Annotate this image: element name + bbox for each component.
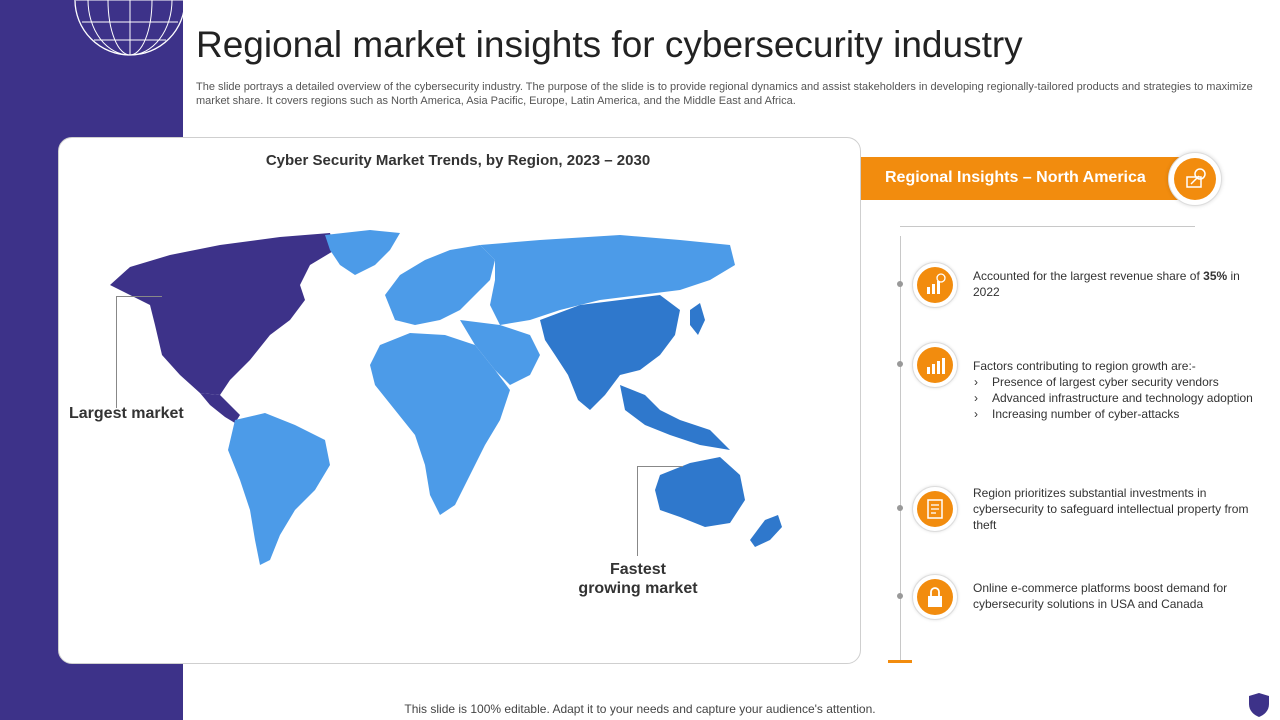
page-title: Regional market insights for cybersecuri… <box>196 24 1023 65</box>
growth-factor-item: Increasing number of cyber-attacks <box>973 406 1258 422</box>
japan-region <box>690 303 705 335</box>
page-subtitle: The slide portrays a detailed overview o… <box>196 81 1253 107</box>
growth-factor-item: Presence of largest cyber security vendo… <box>973 374 1258 390</box>
north-america-region <box>110 233 335 395</box>
southeast-asia-region <box>620 385 730 450</box>
insight-ecommerce: Online e-commerce platforms boost demand… <box>973 581 1228 611</box>
label-fastest-line1: Fastest <box>609 561 667 578</box>
timeline-connector <box>900 226 1195 227</box>
asia-pacific-region <box>540 295 680 410</box>
shield-icon <box>1249 693 1269 717</box>
insight-growth-intro: Factors contributing to region growth ar… <box>973 359 1196 373</box>
insight-growth-factors: Factors contributing to region growth ar… <box>973 358 1258 422</box>
timeline-line <box>900 236 901 660</box>
timeline-dot <box>897 505 903 511</box>
growth-icon-badge <box>912 342 958 388</box>
south-america-region <box>228 413 330 565</box>
document-icon <box>927 499 943 519</box>
growth-factor-item: Advanced infrastructure and technology a… <box>973 390 1258 406</box>
banner-icon-badge <box>1168 152 1222 206</box>
insight-revenue-year: in 2022 <box>973 269 1240 299</box>
revenue-chart-icon <box>927 273 946 294</box>
lock-icon <box>928 587 942 607</box>
callout-line-largest-v <box>116 296 117 408</box>
label-fastest-growing: Fastest growing market <box>560 560 716 598</box>
callout-line-largest-h <box>116 296 162 297</box>
callout-line-fastest-v <box>637 466 638 556</box>
central-america-region <box>200 393 240 423</box>
label-fastest-line2: growing market <box>578 580 698 597</box>
growth-bars-icon <box>927 358 945 374</box>
australia-region <box>655 457 745 527</box>
target-chart-icon <box>1186 168 1206 188</box>
new-zealand-region <box>750 515 782 547</box>
timeline-end-marker <box>888 660 912 663</box>
insights-banner: Regional Insights – North America <box>861 157 1191 200</box>
insight-revenue-percent: 35% <box>1203 269 1228 283</box>
insight-revenue-share: Accounted for the largest revenue share … <box>973 268 1258 300</box>
growth-factor-list: Presence of largest cyber security vendo… <box>973 374 1258 422</box>
callout-line-fastest-h <box>637 466 683 467</box>
middle-east-region <box>460 320 540 385</box>
europe-region <box>385 245 495 325</box>
greenland-region <box>325 230 400 275</box>
africa-region <box>370 333 510 515</box>
label-largest-market: Largest market <box>69 405 184 422</box>
globe-icon <box>74 0 186 56</box>
map-title: Cyber Security Market Trends, by Region,… <box>265 152 651 169</box>
investment-icon-badge <box>912 486 958 532</box>
world-map <box>110 230 782 565</box>
timeline-dot <box>897 593 903 599</box>
timeline-dot <box>897 281 903 287</box>
revenue-icon-badge <box>912 262 958 308</box>
footer-note: This slide is 100% editable. Adapt it to… <box>404 702 876 716</box>
russia-region <box>480 235 735 325</box>
insight-revenue-text: Accounted for the largest revenue share … <box>973 269 1204 283</box>
insight-investments: Region prioritizes substantial investmen… <box>973 486 1249 532</box>
ecommerce-icon-badge <box>912 574 958 620</box>
timeline-dot <box>897 361 903 367</box>
insights-banner-title: Regional Insights – North America <box>885 169 1146 186</box>
